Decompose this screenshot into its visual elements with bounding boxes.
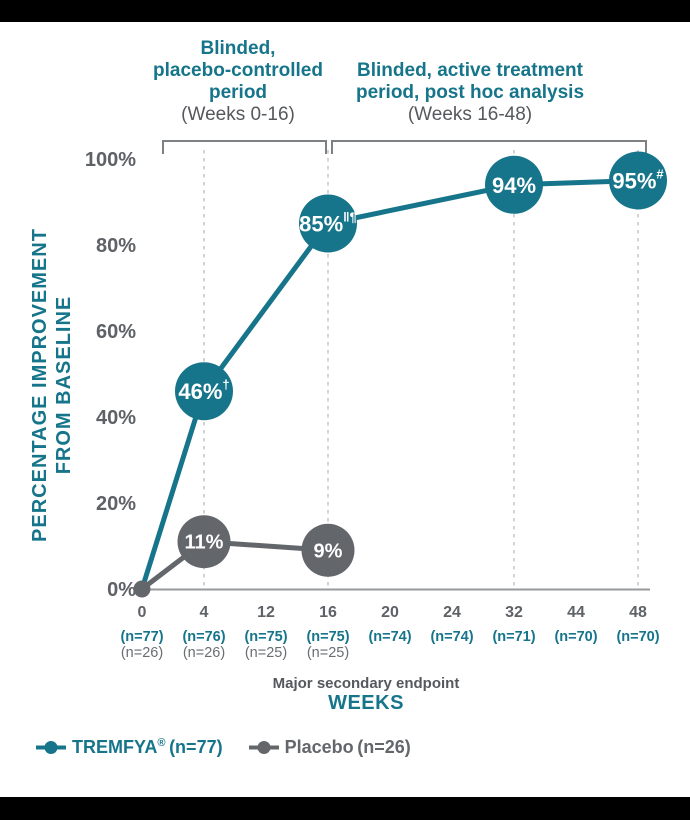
series-line-placebo: [139, 539, 331, 592]
n-label-tremfya-week16: (n=75): [306, 629, 349, 645]
y-axis-title-line2: FROM BASELINE: [53, 296, 75, 475]
top-black-bar: [0, 0, 690, 22]
x-tick-0: 0: [138, 604, 147, 621]
y-tick-80: 80%: [96, 235, 136, 257]
placebo-line-marker-icon: [248, 741, 279, 754]
y-tick-60: 60%: [96, 321, 136, 343]
point-label-tremfya-week32: 94%: [492, 173, 536, 198]
x-tick-44: 44: [567, 604, 585, 621]
legend-brand-tremfya: TREMFYA: [72, 737, 158, 757]
x-tick-20: 20: [381, 604, 399, 621]
point-label-tremfya-week48: 95%#: [612, 167, 664, 194]
point-circle-tremfya-week32: [485, 155, 543, 214]
x-tick-4: 4: [200, 604, 209, 621]
point-circle-tremfya-week4: [175, 362, 233, 421]
registered-mark: ®: [157, 737, 166, 749]
bottom-black-bar: [0, 797, 690, 820]
n-label-placebo-week0: (n=26): [121, 645, 163, 661]
n-label-tremfya-week44: (n=70): [554, 629, 597, 645]
x-tick-32: 32: [505, 604, 523, 621]
period1-line1: Blinded,: [200, 38, 276, 59]
n-label-placebo-week4: (n=26): [183, 645, 225, 661]
x-axis-title: WEEKS: [328, 692, 404, 714]
n-label-placebo-week12: (n=25): [245, 645, 287, 661]
n-label-tremfya-week4: (n=76): [182, 629, 225, 645]
period2-line2: period, post hoc analysis: [355, 82, 585, 103]
y-tick-100: 100%: [85, 149, 136, 171]
n-label-placebo-week16: (n=25): [307, 645, 349, 661]
legend-n-tremfya: (n=77): [169, 737, 223, 757]
bracket-period2: [331, 140, 647, 154]
legend-label-tremfya: TREMFYA® (n=77): [72, 737, 223, 758]
period1-line2: placebo-controlled: [153, 60, 323, 81]
x-tick-16: 16: [319, 604, 337, 621]
n-label-tremfya-week32: (n=71): [492, 629, 535, 645]
x-tick-24: 24: [443, 604, 461, 621]
n-label-tremfya-week0: (n=77): [120, 629, 163, 645]
n-label-tremfya-week24: (n=74): [430, 629, 473, 645]
legend-n-placebo: (n=26): [357, 737, 411, 757]
annotation-period1: Blinded, placebo-controlled period (Week…: [128, 38, 348, 126]
y-tick-20: 20%: [96, 493, 136, 515]
point-circle-placebo-week4: [177, 515, 231, 569]
point-label-tremfya-week4: 46%†: [178, 377, 229, 404]
legend-label-placebo: Placebo (n=26): [285, 737, 411, 758]
point-label-placebo-week4: 11%: [185, 532, 224, 554]
n-label-tremfya-week48: (n=70): [616, 629, 659, 645]
point-circle-tremfya-week48: [609, 151, 667, 210]
point-circle-placebo-week16: [301, 523, 355, 577]
origin-point: [133, 580, 151, 598]
bracket-period1: [162, 140, 327, 154]
annotation-period2: Blinded, active treatment period, post h…: [318, 60, 622, 126]
x-tick-48: 48: [629, 604, 647, 621]
n-label-tremfya-week12: (n=75): [244, 629, 287, 645]
line-chart: PERCENTAGE IMPROVEMENT FROM BASELINE 100% 8…: [29, 140, 667, 661]
x-axis-sublabel: Major secondary endpoint: [272, 675, 460, 692]
tremfya-line-marker-icon: [36, 741, 66, 754]
legend-item-tremfya: TREMFYA® (n=77): [36, 737, 223, 758]
legend-brand-placebo: Placebo: [284, 737, 354, 757]
period2-line1: Blinded, active treatment: [357, 60, 583, 81]
period2-weeks-range: (Weeks 16-48): [407, 104, 533, 125]
y-tick-0: 0%: [107, 579, 136, 601]
period1-weeks-range: (Weeks 0-16): [181, 104, 295, 125]
legend: TREMFYA® (n=77) Placebo (n=26): [36, 737, 411, 758]
point-circle-tremfya-week16: [299, 194, 357, 253]
y-tick-40: 40%: [96, 407, 136, 429]
point-label-placebo-week16: 9%: [314, 540, 343, 562]
x-tick-12: 12: [257, 604, 275, 621]
n-label-tremfya-week20: (n=74): [368, 629, 411, 645]
y-axis-title-line1: PERCENTAGE IMPROVEMENT: [29, 228, 51, 542]
period1-line3: period: [208, 82, 268, 103]
legend-item-placebo: Placebo (n=26): [248, 737, 411, 758]
